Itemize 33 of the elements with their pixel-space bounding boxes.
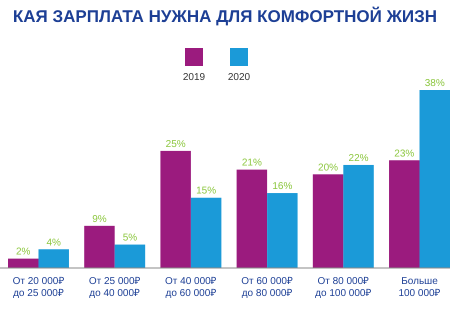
data-label: 5% [122, 232, 138, 244]
data-label: 4% [46, 237, 62, 248]
data-label: 16% [272, 181, 292, 192]
x-tick-label: От 80 000₽ до 100 000₽ [315, 276, 372, 299]
bar [312, 174, 344, 268]
bar [84, 226, 115, 268]
chart-title: КАЯ ЗАРПЛАТА НУЖНА ДЛЯ КОМФОРТНОЙ ЖИЗН [12, 6, 438, 26]
bar [190, 198, 222, 268]
data-label: 2% [16, 246, 31, 258]
bar [389, 160, 420, 268]
data-label: 38% [424, 78, 445, 89]
data-label: 15% [196, 186, 216, 197]
legend-label: 2020 [228, 72, 251, 83]
bar [8, 258, 38, 268]
bar [38, 249, 69, 268]
data-label: 21% [242, 158, 262, 169]
x-tick-label: Больше 100 000₽ [398, 276, 441, 299]
x-tick-label: От 40 000₽ до 60 000₽ [165, 276, 217, 299]
x-tick-label: От 20 000₽ до 25 000₽ [12, 276, 64, 299]
bar [236, 170, 268, 268]
bar [114, 244, 146, 268]
bar [420, 90, 450, 268]
x-tick-label: От 25 000₽ до 40 000₽ [88, 276, 141, 299]
bar [160, 150, 191, 268]
x-tick-label: От 60 000₽ до 80 000₽ [241, 276, 293, 299]
bar [267, 193, 298, 268]
bar [343, 164, 374, 268]
data-label: 25% [166, 138, 186, 150]
data-label: 20% [318, 162, 338, 174]
legend-label: 2019 [182, 72, 206, 83]
data-label: 9% [92, 214, 107, 225]
data-label: 22% [348, 152, 369, 164]
data-label: 23% [394, 148, 414, 160]
